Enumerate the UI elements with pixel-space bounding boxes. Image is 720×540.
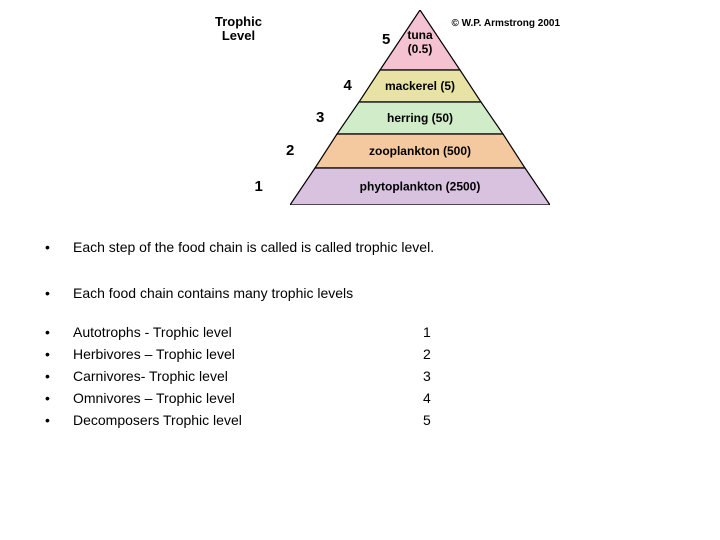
trophic-label: Omnivores – Trophic level (73, 390, 423, 406)
bullet-text: Each food chain contains many trophic le… (73, 284, 665, 302)
pyramid-level-number: 5 (382, 31, 390, 48)
pyramid-level-number: 2 (286, 142, 294, 159)
bullet-dot-icon: • (45, 324, 73, 340)
bullet-text: Each step of the food chain is called is… (73, 238, 665, 256)
trophic-number: 3 (423, 368, 463, 384)
pyramid-svg: tuna(0.5) mackerel (5) herring (50) zooplan… (290, 10, 550, 205)
pyramid-level-number: 4 (344, 77, 352, 94)
pyramid-level-text: mackerel (5) (385, 79, 455, 93)
bullet-item: • Herbivores – Trophic level 2 (45, 346, 665, 362)
bullet-dot-icon: • (45, 412, 73, 428)
trophic-number: 4 (423, 390, 463, 406)
pyramid-level-name: tuna (407, 28, 433, 42)
bullet-list: • Each step of the food chain is called … (45, 238, 665, 434)
pyramid-level-text: zooplankton (500) (369, 144, 471, 158)
bullet-item: • Autotrophs - Trophic level 1 (45, 324, 665, 340)
bullet-dot-icon: • (45, 346, 73, 362)
pyramid-level-number: 3 (316, 109, 324, 126)
pyramid-level-text: phytoplankton (2500) (360, 180, 481, 194)
pyramid-level-text: herring (50) (387, 111, 453, 125)
bullet-dot-icon: • (45, 238, 73, 256)
trophic-number: 1 (423, 324, 463, 340)
bullet-item: • Decomposers Trophic level 5 (45, 412, 665, 428)
trophic-number: 5 (423, 412, 463, 428)
trophic-label: Carnivores- Trophic level (73, 368, 423, 384)
bullet-item: • Each step of the food chain is called … (45, 238, 665, 256)
pyramid-level-number: 1 (255, 178, 263, 195)
trophic-pyramid: tuna(0.5) mackerel (5) herring (50) zooplan… (290, 10, 550, 205)
trophic-label: Decomposers Trophic level (73, 412, 423, 428)
pyramid-region: Trophic Level © W.P. Armstrong 2001 tuna… (160, 10, 560, 215)
bullet-dot-icon: • (45, 368, 73, 384)
trophic-label: Herbivores – Trophic level (73, 346, 423, 362)
bullet-dot-icon: • (45, 390, 73, 406)
bullet-item: • Carnivores- Trophic level 3 (45, 368, 665, 384)
bullet-item: • Each food chain contains many trophic … (45, 284, 665, 302)
bullet-item: • Omnivores – Trophic level 4 (45, 390, 665, 406)
trophic-number: 2 (423, 346, 463, 362)
pyramid-level-value: (0.5) (408, 42, 433, 56)
bullet-dot-icon: • (45, 284, 73, 302)
pyramid-title: Trophic Level (215, 15, 262, 44)
trophic-label: Autotrophs - Trophic level (73, 324, 423, 340)
